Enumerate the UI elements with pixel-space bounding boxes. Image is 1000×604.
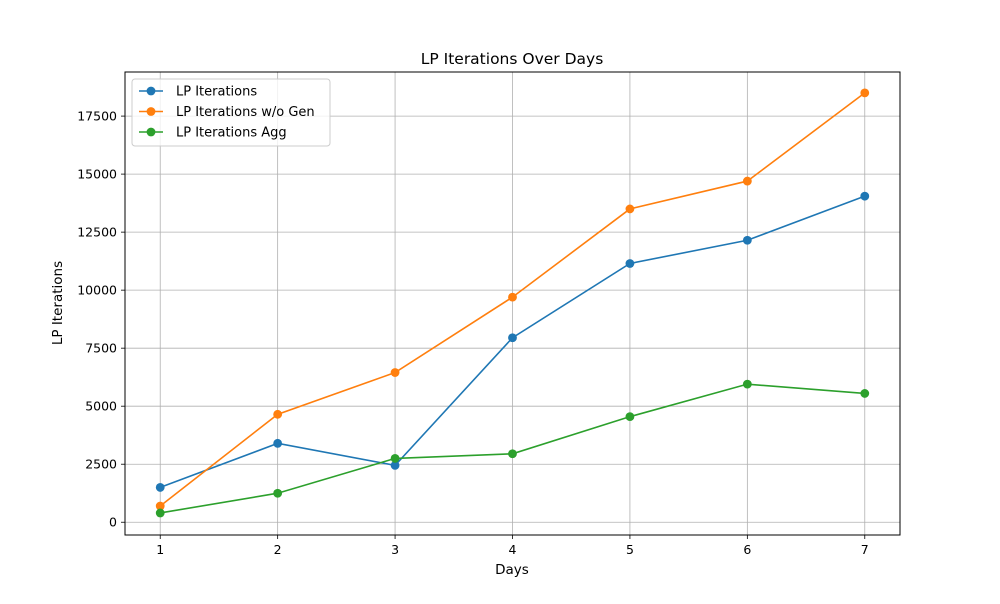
x-axis-label: Days	[495, 562, 529, 578]
legend-marker	[146, 127, 156, 137]
x-tick-label: 3	[391, 542, 399, 557]
x-axis: 1 2 3 4 5 6 7	[156, 535, 869, 557]
data-point	[742, 176, 752, 186]
y-tick-label: 0	[109, 515, 117, 530]
x-tick-label: 4	[509, 542, 517, 557]
legend-label: LP Iterations w/o Gen	[176, 105, 315, 120]
legend: LP Iterations LP Iterations w/o Gen LP Ite…	[131, 78, 331, 147]
x-tick-label: 7	[861, 542, 869, 557]
legend-marker	[146, 86, 156, 96]
chart-title: LP Iterations Over Days	[421, 50, 604, 68]
legend-label: LP Iterations Agg	[176, 126, 287, 141]
y-tick-label: 7500	[85, 341, 117, 356]
legend-marker	[146, 107, 156, 116]
data-point	[273, 438, 283, 448]
data-point	[860, 389, 870, 398]
y-tick-label: 12500	[77, 225, 117, 240]
data-point	[508, 449, 517, 459]
data-point	[273, 409, 283, 419]
data-point	[390, 368, 400, 377]
data-point	[742, 235, 752, 245]
data-point	[860, 88, 870, 98]
data-point	[625, 204, 635, 214]
y-axis: 0 2500 5000 7500 10000 12500 15000 17500	[77, 109, 125, 530]
series-layer	[155, 88, 870, 518]
data-point	[155, 501, 165, 511]
data-point	[860, 191, 870, 201]
x-tick-label: 5	[626, 542, 634, 557]
data-point	[155, 483, 165, 492]
data-point	[273, 488, 283, 498]
data-point	[508, 333, 517, 343]
y-axis-label: LP Iterations	[50, 261, 66, 345]
data-point	[625, 412, 635, 422]
legend-box	[131, 78, 331, 147]
data-point	[390, 460, 400, 470]
data-point	[508, 292, 517, 302]
y-tick-label: 17500	[77, 109, 117, 124]
x-tick-label: 6	[743, 542, 751, 557]
legend-label: LP Iterations	[176, 85, 257, 100]
y-tick-label: 10000	[77, 283, 117, 298]
data-point	[390, 454, 400, 463]
data-point	[625, 259, 635, 268]
y-tick-label: 15000	[77, 167, 117, 182]
x-tick-label: 2	[274, 542, 282, 557]
y-tick-label: 2500	[85, 457, 117, 472]
x-tick-label: 1	[156, 542, 164, 557]
data-point	[155, 508, 165, 518]
y-tick-label: 5000	[85, 399, 117, 414]
data-point	[742, 379, 752, 389]
